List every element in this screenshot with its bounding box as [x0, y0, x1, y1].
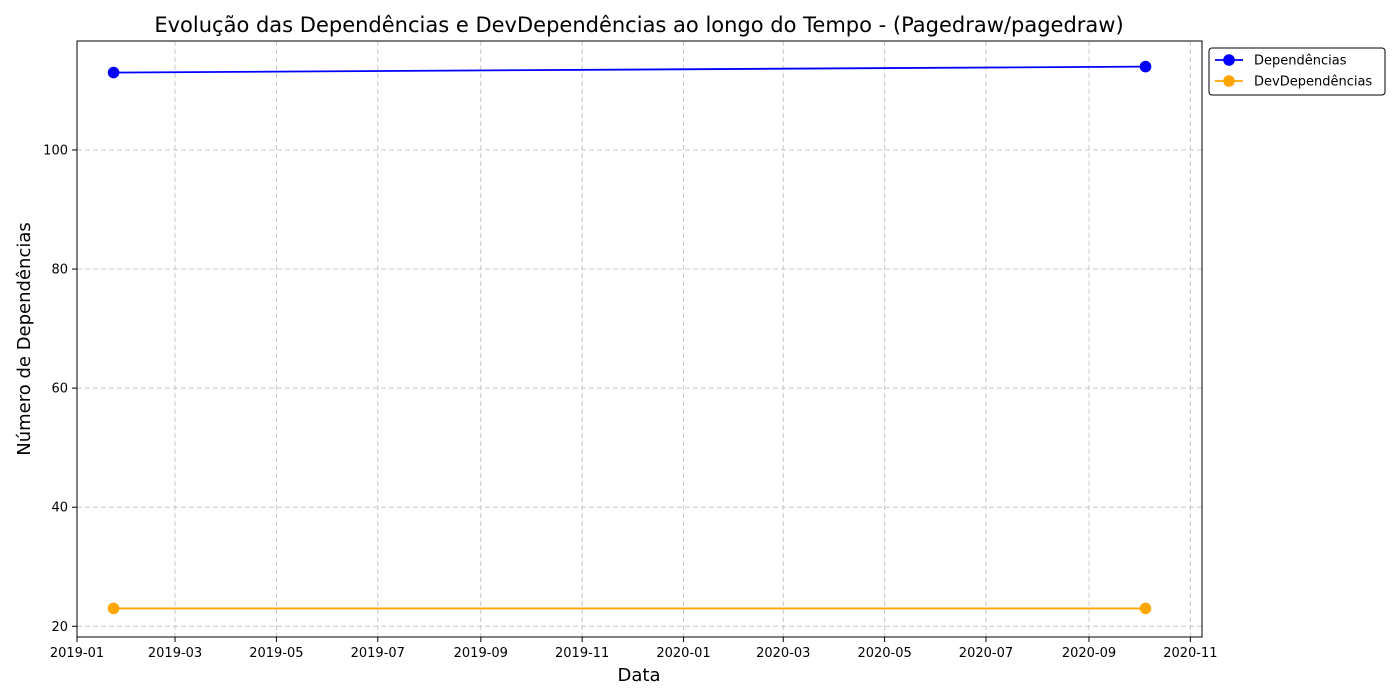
legend-label: DevDependências — [1254, 75, 1372, 90]
legend: Dependências DevDependências — [1208, 47, 1386, 96]
y-tick-label: 40 — [51, 501, 68, 516]
y-tick-label: 60 — [51, 382, 68, 397]
series-layer — [107, 60, 1152, 615]
legend-label: Dependências — [1254, 54, 1347, 69]
x-tick-label: 2020-11 — [1163, 646, 1217, 661]
data-point — [1139, 602, 1152, 615]
data-point — [1139, 60, 1152, 73]
x-tick-label: 2019-03 — [148, 646, 202, 661]
x-tick-label: 2019-11 — [555, 646, 609, 661]
x-tick-label: 2020-01 — [656, 646, 710, 661]
data-point — [107, 602, 120, 615]
chart-title: Evolução das Dependências e DevDependênc… — [154, 13, 1123, 37]
x-tick-label: 2019-09 — [454, 646, 508, 661]
y-tick-label: 100 — [43, 143, 68, 158]
grid — [76, 41, 1202, 637]
y-axis-label: Número de Dependências — [14, 222, 35, 456]
legend-box — [1208, 47, 1386, 96]
x-tick-label: 2020-07 — [959, 646, 1013, 661]
y-axis-ticks: 20 40 60 80 100 — [43, 143, 77, 635]
x-tick-label: 2020-05 — [857, 646, 911, 661]
legend-marker — [1223, 75, 1235, 87]
x-axis-label: Data — [618, 665, 661, 686]
x-tick-label: 2020-03 — [756, 646, 810, 661]
data-point — [107, 66, 120, 79]
y-tick-label: 20 — [51, 620, 68, 635]
x-tick-label: 2020-09 — [1062, 646, 1116, 661]
x-tick-label: 2019-07 — [351, 646, 405, 661]
legend-marker — [1223, 54, 1235, 66]
x-tick-label: 2019-05 — [249, 646, 303, 661]
x-axis-ticks: 2019-01 2019-03 2019-05 2019-07 2019-09 2019-… — [50, 637, 1218, 661]
plot-frame — [76, 40, 1203, 638]
x-tick-label: 2019-01 — [50, 646, 104, 661]
y-tick-label: 80 — [51, 263, 68, 278]
series-line-1 — [113, 65, 1146, 74]
